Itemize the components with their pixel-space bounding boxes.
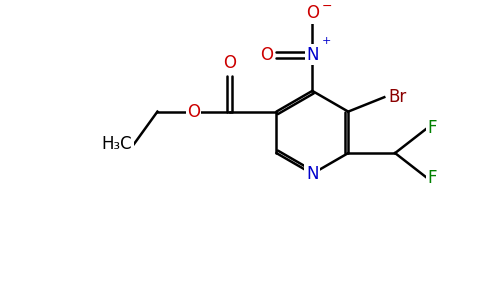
Text: H₃C: H₃C [102, 135, 132, 153]
Text: F: F [427, 169, 437, 187]
Text: N: N [306, 165, 318, 183]
Text: F: F [427, 119, 437, 137]
Text: Br: Br [388, 88, 406, 106]
Text: −: − [321, 0, 332, 14]
Text: O: O [306, 4, 319, 22]
Text: O: O [223, 54, 236, 72]
Text: O: O [187, 103, 200, 121]
Text: +: + [321, 36, 331, 46]
Text: O: O [259, 46, 272, 64]
Text: N: N [306, 46, 318, 64]
